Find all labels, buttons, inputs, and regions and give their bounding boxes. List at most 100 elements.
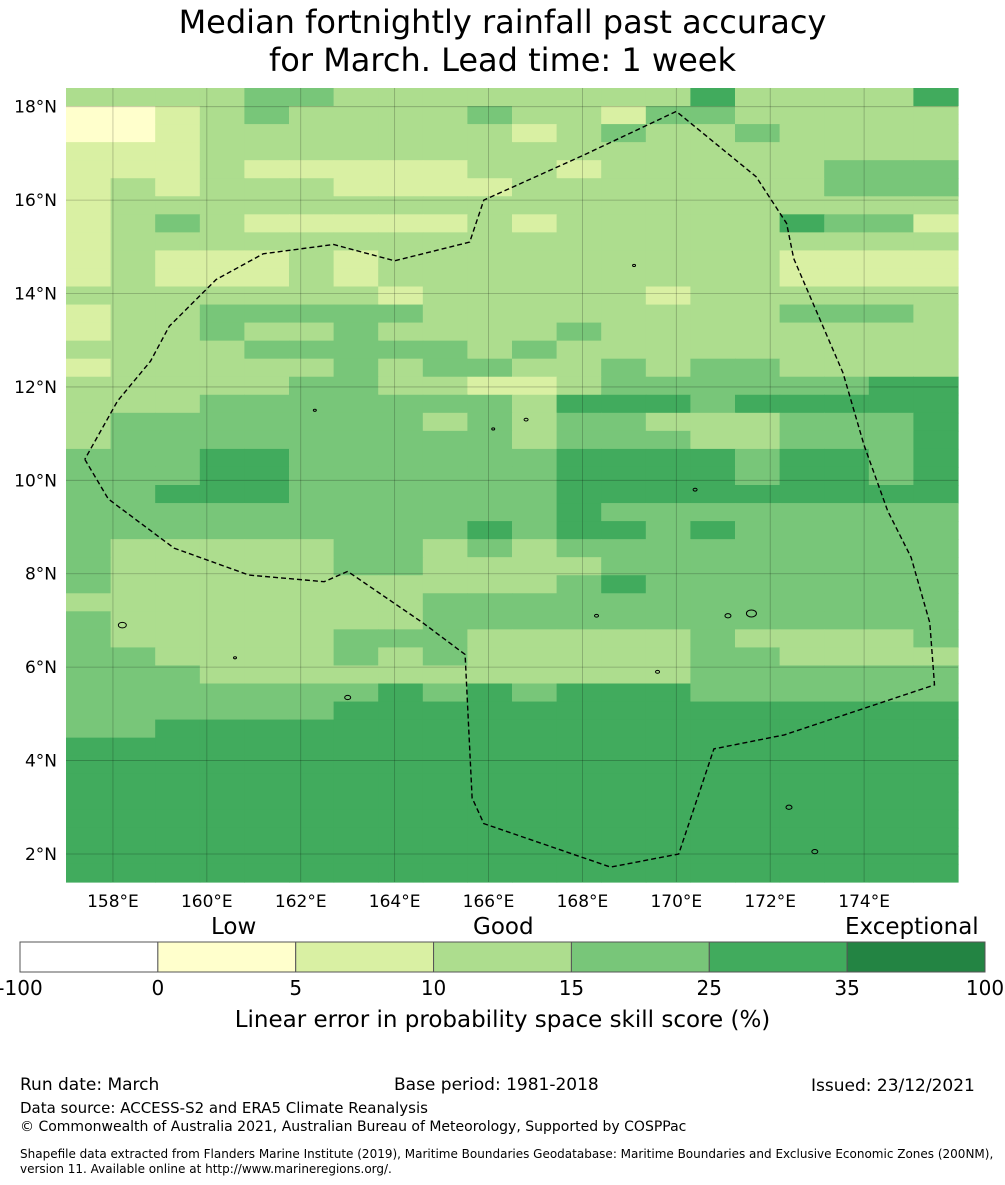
grid-cell bbox=[913, 322, 959, 342]
grid-cell bbox=[735, 466, 781, 486]
grid-cell bbox=[422, 268, 468, 288]
grid-cell bbox=[110, 701, 156, 721]
grid-cell bbox=[735, 106, 781, 125]
grid-cell bbox=[378, 340, 424, 360]
grid-cell bbox=[467, 701, 513, 721]
grid-cell bbox=[868, 142, 914, 161]
grid-cell bbox=[735, 773, 781, 793]
grid-cell bbox=[735, 557, 781, 576]
grid-cell bbox=[244, 88, 290, 107]
grid-cell bbox=[735, 701, 781, 721]
grid-cell bbox=[110, 340, 156, 360]
grid-cell bbox=[913, 521, 959, 540]
grid-cell bbox=[824, 250, 870, 270]
grid-cell bbox=[467, 358, 513, 378]
grid-cell bbox=[824, 791, 870, 811]
colorbar-segment bbox=[19, 941, 159, 973]
grid-cell bbox=[333, 485, 379, 504]
island-outline bbox=[745, 609, 757, 618]
grid-cell bbox=[601, 250, 647, 270]
grid-cell bbox=[735, 719, 781, 739]
grid-cell bbox=[601, 611, 647, 630]
grid-cell bbox=[199, 178, 245, 197]
grid-cell bbox=[690, 827, 736, 847]
grid-cell bbox=[110, 124, 156, 143]
grid-cell bbox=[467, 539, 513, 558]
grid-cell bbox=[868, 521, 914, 540]
grid-cell bbox=[110, 737, 156, 757]
map-figure: 18°N 16°N 14°N 12°N 10°N 8°N 6°N 4°N 2°N 158°E 16… bbox=[14, 88, 959, 912]
grid-cell bbox=[512, 755, 558, 775]
grid-cell bbox=[690, 773, 736, 793]
grid-cell bbox=[244, 448, 290, 468]
grid-cell bbox=[155, 521, 201, 540]
grid-cell bbox=[467, 791, 513, 811]
colorbar-segment bbox=[846, 941, 986, 973]
grid-cell bbox=[779, 304, 825, 324]
grid-cell bbox=[690, 863, 736, 883]
grid-cell bbox=[868, 773, 914, 793]
grid-cell bbox=[244, 214, 290, 233]
grid-cell bbox=[868, 268, 914, 288]
grid-cell bbox=[378, 178, 424, 197]
grid-cell bbox=[779, 412, 825, 432]
island-coastlines bbox=[117, 263, 819, 855]
grid-cell bbox=[601, 701, 647, 721]
grid-cell bbox=[378, 647, 424, 667]
grid-cell bbox=[645, 412, 691, 432]
grid-cell bbox=[467, 557, 513, 576]
grid-cell bbox=[66, 665, 112, 685]
latitude-labels: 18°N 16°N 14°N 12°N 10°N 8°N 6°N 4°N 2°N bbox=[14, 98, 57, 865]
grid-cell bbox=[333, 286, 379, 306]
grid-cell bbox=[913, 737, 959, 757]
grid-cell bbox=[779, 394, 825, 414]
grid-cell bbox=[155, 286, 201, 306]
grid-cell bbox=[199, 575, 245, 594]
grid-cell bbox=[556, 412, 602, 432]
grid-cell bbox=[913, 394, 959, 414]
grid-cell bbox=[512, 214, 558, 233]
grid-cell bbox=[779, 809, 825, 829]
grid-cell bbox=[690, 304, 736, 324]
grid-cell bbox=[289, 160, 335, 179]
grid-cell bbox=[868, 809, 914, 829]
grid-cell bbox=[199, 521, 245, 540]
grid-cell bbox=[512, 647, 558, 667]
grid-cell bbox=[155, 142, 201, 161]
grid-cell bbox=[824, 665, 870, 685]
grid-cell bbox=[110, 250, 156, 270]
grid-cell bbox=[735, 430, 781, 450]
latitude-tick-label: 18°N bbox=[14, 98, 57, 118]
grid-cell bbox=[779, 340, 825, 360]
grid-cell bbox=[913, 773, 959, 793]
island-outline bbox=[312, 408, 317, 412]
grid-cell bbox=[289, 863, 335, 883]
grid-cell bbox=[601, 304, 647, 324]
grid-cell bbox=[913, 340, 959, 360]
grid-cell bbox=[378, 232, 424, 252]
grid-cell bbox=[467, 232, 513, 252]
grid-cell bbox=[155, 755, 201, 775]
latitude-tick-label: 12°N bbox=[14, 378, 57, 398]
grid-cell bbox=[378, 593, 424, 612]
grid-cell bbox=[913, 178, 959, 197]
grid-cell bbox=[110, 286, 156, 306]
grid-cell bbox=[735, 286, 781, 306]
grid-cell bbox=[422, 394, 468, 414]
grid-cell bbox=[824, 521, 870, 540]
grid-cell bbox=[779, 160, 825, 179]
grid-cell bbox=[735, 629, 781, 649]
grid-cell bbox=[556, 160, 602, 179]
colorbar-tick-label: 0 bbox=[151, 976, 165, 1000]
grid-cell bbox=[289, 286, 335, 306]
grid-cell bbox=[512, 286, 558, 306]
grid-cell bbox=[601, 791, 647, 811]
grid-cell bbox=[690, 719, 736, 739]
grid-cell bbox=[735, 665, 781, 685]
grid-cell bbox=[512, 485, 558, 504]
grid-cell bbox=[199, 665, 245, 685]
grid-cell bbox=[735, 755, 781, 775]
grid-cell bbox=[913, 160, 959, 179]
grid-cell bbox=[690, 737, 736, 757]
grid-cell bbox=[645, 340, 691, 360]
